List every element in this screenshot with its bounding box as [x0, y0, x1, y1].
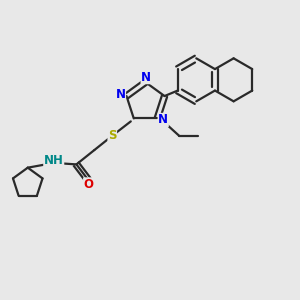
Text: N: N	[116, 88, 125, 101]
Text: NH: NH	[44, 154, 64, 167]
Text: O: O	[84, 178, 94, 191]
Text: N: N	[158, 113, 168, 126]
Text: N: N	[141, 70, 151, 84]
Text: S: S	[108, 129, 116, 142]
